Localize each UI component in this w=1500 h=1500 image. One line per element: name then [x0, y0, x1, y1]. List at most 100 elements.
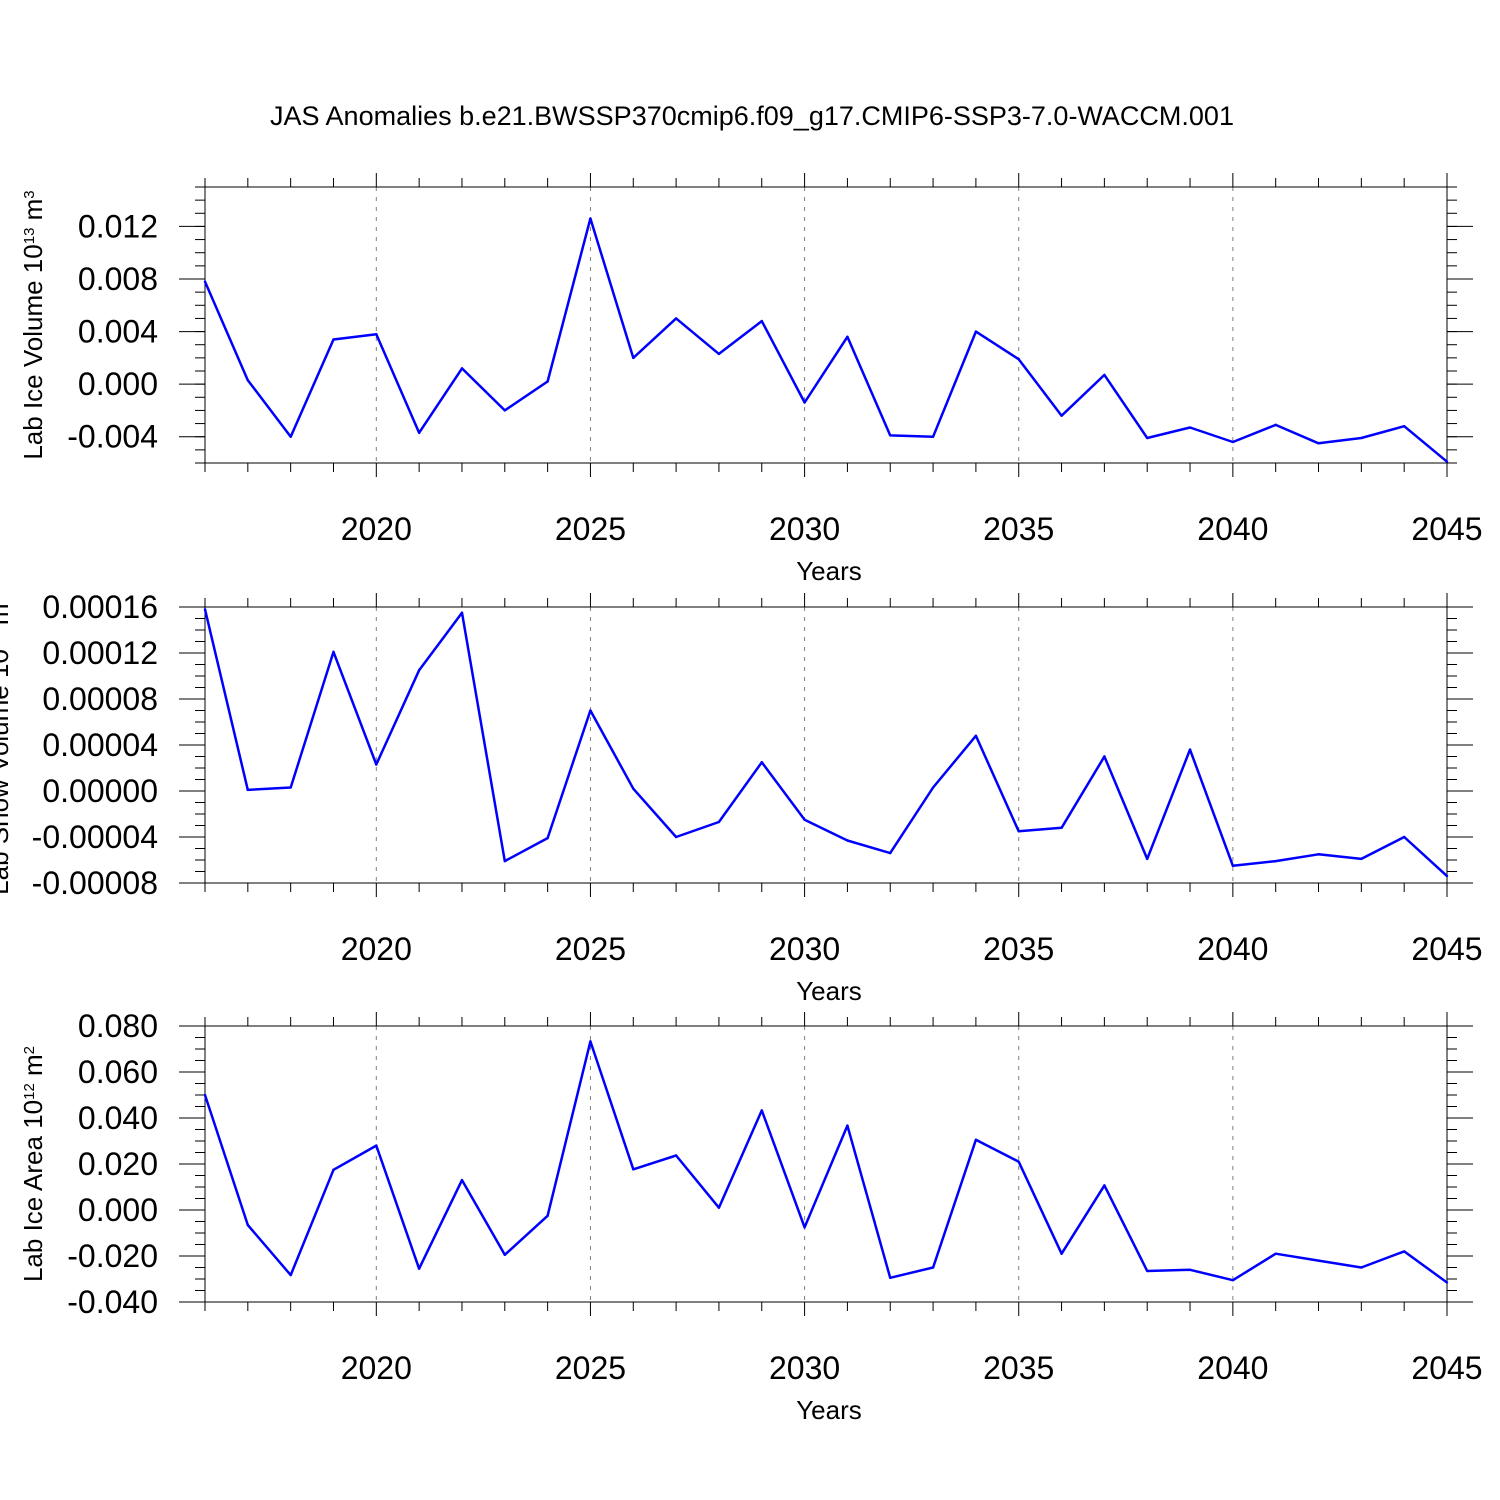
- y-tick-label: 0.00000: [42, 773, 158, 809]
- y-tick-label: 0.000: [78, 1192, 158, 1228]
- data-point: [1103, 1184, 1106, 1187]
- data-point: [674, 835, 678, 839]
- x-axis-title: Years: [796, 976, 862, 1006]
- data-point: [1060, 414, 1063, 417]
- data-point: [203, 280, 207, 283]
- data-point: [931, 786, 935, 789]
- series-line: [203, 609, 1448, 878]
- x-tick-label: 2030: [769, 511, 840, 547]
- x-tick-label: 2035: [983, 931, 1054, 967]
- data-point: [1360, 1266, 1363, 1269]
- x-tick-label: 2040: [1197, 1350, 1268, 1386]
- x-axis-title: Years: [796, 1395, 862, 1425]
- x-tick-label: 2020: [341, 1350, 412, 1386]
- data-point: [375, 333, 378, 336]
- data-point: [1402, 835, 1406, 839]
- data-point: [846, 1124, 849, 1127]
- data-point: [717, 1206, 721, 1209]
- data-point: [889, 851, 892, 855]
- y-axis-title-part: m: [0, 604, 14, 633]
- x-tick-label: 2045: [1411, 931, 1482, 967]
- y-tick-label: 0.00012: [42, 635, 158, 671]
- data-point: [674, 317, 678, 320]
- data-point: [1445, 460, 1449, 463]
- data-point: [1017, 1160, 1020, 1163]
- data-point: [1445, 874, 1449, 878]
- data-point: [1402, 425, 1406, 428]
- y-axis-title-exponent: 2: [21, 1046, 38, 1054]
- y-tick-label: 0.020: [78, 1146, 158, 1182]
- data-point: [1274, 1252, 1277, 1255]
- data-point: [846, 839, 849, 842]
- y-tick-label: 0.060: [78, 1054, 158, 1090]
- y-tick-label: 0.00016: [42, 589, 158, 625]
- data-point: [1103, 755, 1106, 758]
- y-tick-label: 0.00008: [42, 681, 158, 717]
- data-point: [632, 356, 635, 360]
- data-point: [589, 1040, 592, 1043]
- y-axis-title: Lab Ice Area 1012 m2: [18, 1046, 48, 1282]
- data-point: [246, 379, 250, 382]
- y-tick-label: -0.00004: [32, 819, 158, 855]
- data-point: [1317, 442, 1320, 445]
- data-point: [289, 1273, 292, 1277]
- y-axis-title-part: Lab Snow Volume 10: [0, 649, 14, 895]
- y-tick-label: -0.020: [67, 1238, 158, 1274]
- x-tick-label: 2035: [983, 1350, 1054, 1386]
- y-axis-title: Lab Ice Volume 1013 m3: [18, 190, 48, 459]
- y-tick-label: -0.040: [67, 1284, 158, 1320]
- data-point: [632, 787, 635, 790]
- data-point: [503, 1253, 506, 1257]
- data-point: [1188, 426, 1192, 429]
- x-tick-label: 2020: [341, 931, 412, 967]
- data-point: [546, 1214, 549, 1217]
- data-point: [889, 1276, 892, 1280]
- x-tick-label: 2040: [1197, 931, 1268, 967]
- y-tick-label: 0.000: [78, 366, 158, 402]
- x-tick-label: 2025: [555, 1350, 626, 1386]
- data-point: [589, 217, 592, 220]
- data-point: [1146, 436, 1149, 440]
- series-line: [203, 1040, 1448, 1284]
- x-tick-label: 2045: [1411, 1350, 1482, 1386]
- data-point: [203, 608, 207, 611]
- y-tick-label: 0.012: [78, 208, 158, 244]
- x-tick-label: 2045: [1411, 511, 1482, 547]
- data-point: [803, 818, 806, 821]
- y-axis-title: Lab Snow Volume 1013 m3: [0, 595, 14, 895]
- data-point: [589, 709, 592, 712]
- plot-frame: [204, 186, 1448, 464]
- x-tick-label: 2020: [341, 511, 412, 547]
- data-point: [1231, 440, 1235, 444]
- y-axis-title-exponent: 12: [21, 1083, 38, 1100]
- data-point: [760, 761, 763, 764]
- data-point: [1274, 423, 1277, 427]
- data-point: [460, 1178, 464, 1182]
- data-point: [460, 367, 464, 370]
- data-point: [1188, 1268, 1192, 1272]
- panel-lab-ice-volume: 2020 2025 2030 2035 2040 2045 Years 0.012 0.008 0…: [18, 173, 1483, 586]
- data-point: [1274, 859, 1277, 863]
- data-point: [803, 401, 806, 404]
- y-tick-label: 0.004: [78, 314, 158, 350]
- data-point: [332, 338, 335, 341]
- y-axis-title-part: m: [18, 1054, 48, 1083]
- x-axis-title: Years: [796, 556, 862, 586]
- data-point: [846, 335, 849, 339]
- data-point: [289, 435, 292, 438]
- data-point: [1017, 830, 1020, 833]
- y-axis-title-exponent: 13: [0, 632, 4, 649]
- y-axis-title-exponent: 13: [21, 228, 38, 245]
- data-point: [332, 1168, 335, 1171]
- data-point: [1060, 1252, 1063, 1255]
- panel-lab-ice-area: 2020 2025 2030 2035 2040 2045 Years 0.080 0.060 0…: [18, 1008, 1483, 1425]
- x-tick-label: 2030: [769, 931, 840, 967]
- data-point: [503, 409, 506, 412]
- y-tick-label: 0.040: [78, 1100, 158, 1136]
- data-point: [760, 1109, 763, 1112]
- data-point: [1402, 1250, 1406, 1253]
- data-point: [760, 319, 763, 323]
- y-axis-title-part: Lab Ice Volume 10: [18, 244, 48, 459]
- data-point: [717, 820, 721, 824]
